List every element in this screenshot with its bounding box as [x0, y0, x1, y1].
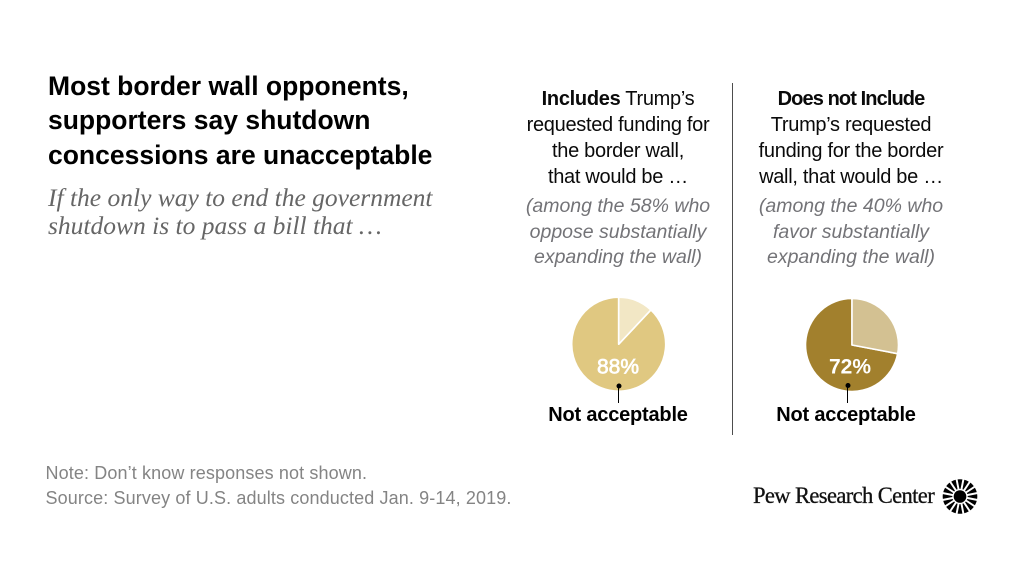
svg-text:88%: 88%	[597, 355, 639, 378]
svg-text:72%: 72%	[829, 355, 871, 378]
